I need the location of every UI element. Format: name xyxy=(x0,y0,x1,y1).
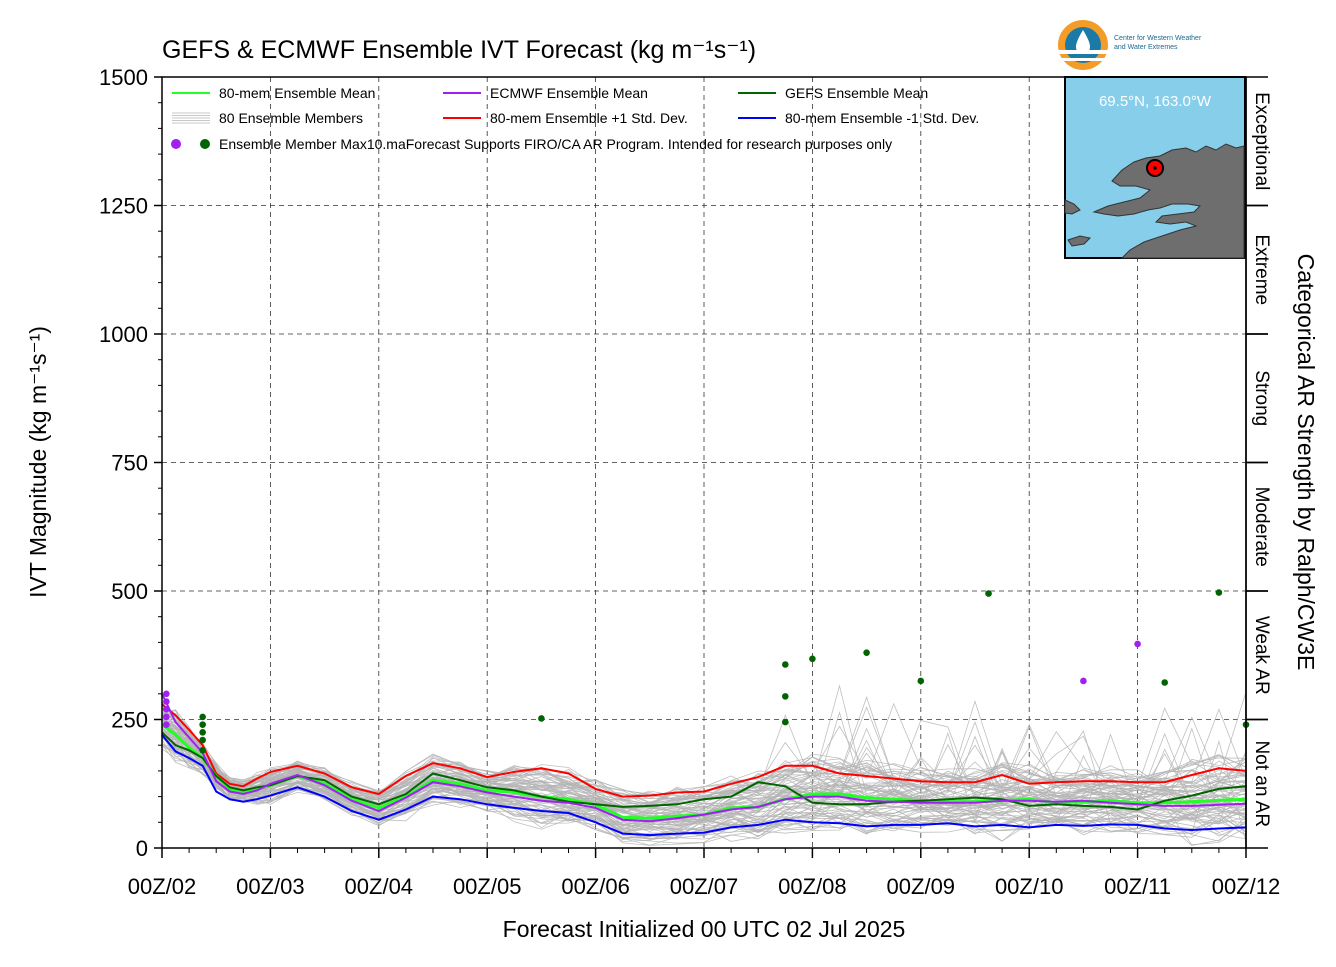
x-tick-label: 00Z/05 xyxy=(453,874,522,899)
member-max-marker xyxy=(163,690,170,698)
ensemble-member-line xyxy=(161,691,1247,811)
ensemble-member-line xyxy=(161,730,1247,846)
x-tick-label: 00Z/02 xyxy=(128,874,197,899)
legend-label: 80 Ensemble Members xyxy=(219,110,363,126)
member-max-marker xyxy=(163,698,170,705)
x-tick-label: 00Z/09 xyxy=(887,874,956,899)
member-max-marker xyxy=(538,715,545,722)
series-line xyxy=(161,731,1247,811)
member-max-marker xyxy=(782,693,789,700)
member-max-marker xyxy=(163,713,170,721)
member-max-marker xyxy=(199,713,206,721)
logo-text-line1: Center for Western Weather xyxy=(1114,35,1202,42)
member-max-markers xyxy=(163,589,1250,754)
member-max-marker xyxy=(863,649,870,656)
x-tick-label: 00Z/12 xyxy=(1212,874,1281,899)
x-tick-label: 00Z/10 xyxy=(995,874,1064,899)
legend-marker-ecmwf xyxy=(171,139,181,149)
member-max-marker xyxy=(1080,677,1087,685)
cw3e-logo: Center for Western Weather and Water Ext… xyxy=(1058,20,1202,70)
right-axis-label: Categorical AR Strength by Ralph/CW3E xyxy=(1293,254,1319,671)
legend-marker-label: Ensemble Member Max10.maForecast Support… xyxy=(219,136,892,152)
legend-label: 80-mem Ensemble Mean xyxy=(219,85,375,101)
member-max-marker xyxy=(199,736,206,744)
series-line xyxy=(161,703,1247,798)
member-max-marker xyxy=(782,718,789,726)
member-max-marker xyxy=(1161,679,1168,686)
ensemble-member-line xyxy=(161,701,1247,800)
y-axis: 0 250 500 750 1000 1250 1500 xyxy=(99,65,162,861)
y-axis-label: IVT Magnitude (kg m⁻¹s⁻¹) xyxy=(25,326,51,598)
y-tick-label: 1000 xyxy=(99,322,148,347)
ensemble-member-line xyxy=(161,734,1247,826)
legend-label: 80-mem Ensemble -1 Std. Dev. xyxy=(785,110,979,126)
member-max-marker xyxy=(809,655,816,663)
y-tick-label: 1250 xyxy=(99,194,148,219)
member-max-marker xyxy=(199,721,206,728)
inset-location-label: 69.5°N, 163.0°W xyxy=(1099,93,1212,110)
logo-wave-2 xyxy=(1060,58,1106,61)
series-line xyxy=(161,693,1247,823)
member-max-marker xyxy=(985,590,992,597)
legend-label: 80-mem Ensemble +1 Std. Dev. xyxy=(490,110,688,126)
member-max-marker xyxy=(1134,640,1141,648)
inset-map: 69.5°N, 163.0°W xyxy=(1064,76,1246,259)
member-max-marker xyxy=(782,661,789,668)
x-tick-label: 00Z/07 xyxy=(670,874,739,899)
series-lines xyxy=(161,693,1247,837)
series-line xyxy=(161,734,1247,837)
ensemble-member-line xyxy=(161,731,1247,831)
location-marker-center xyxy=(1153,166,1157,170)
category-label: Not an AR xyxy=(1251,740,1272,827)
legend: 80-mem Ensemble Mean ECMWF Ensemble Mean G… xyxy=(171,85,979,152)
member-max-marker xyxy=(1215,589,1223,596)
x-axis: 00Z/02 00Z/03 00Z/04 00Z/05 00Z/06 00Z/07 00Z/… xyxy=(128,848,1281,899)
chart-title: GEFS & ECMWF Ensemble IVT Forecast (kg m… xyxy=(162,36,756,64)
y-tick-label: 1500 xyxy=(99,65,148,90)
ar-category-axis: Not an AR Weak AR Moderate Strong Extreme Exc… xyxy=(1245,76,1272,849)
y-tick-label: 0 xyxy=(136,836,148,861)
y-tick-label: 250 xyxy=(111,708,148,733)
x-tick-label: 00Z/11 xyxy=(1104,874,1171,899)
category-label: Exceptional xyxy=(1251,92,1272,190)
category-label: Strong xyxy=(1251,370,1272,426)
category-label: Extreme xyxy=(1251,234,1272,305)
y-tick-label: 500 xyxy=(111,579,148,604)
member-max-marker xyxy=(163,705,170,713)
member-max-marker xyxy=(917,677,925,685)
member-max-marker xyxy=(199,747,206,754)
legend-label: ECMWF Ensemble Mean xyxy=(490,85,648,101)
x-tick-label: 00Z/04 xyxy=(345,874,414,899)
x-axis-label: Forecast Initialized 00 UTC 02 Jul 2025 xyxy=(503,916,906,942)
ensemble-member-line xyxy=(161,684,1247,821)
member-max-marker xyxy=(199,729,206,736)
inset-land-west xyxy=(1064,199,1092,247)
x-tick-label: 00Z/08 xyxy=(778,874,847,899)
legend-marker-gefs xyxy=(200,139,210,149)
logo-text-line2: and Water Extremes xyxy=(1114,44,1178,51)
inset-land xyxy=(1092,143,1245,259)
member-max-marker xyxy=(163,721,170,728)
grid xyxy=(162,77,1246,848)
x-tick-label: 00Z/03 xyxy=(236,874,305,899)
ensemble-member-line xyxy=(161,722,1247,814)
y-tick-label: 750 xyxy=(111,451,148,476)
water-drop-icon xyxy=(1076,30,1090,54)
category-label: Moderate xyxy=(1251,487,1272,567)
category-label: Weak AR xyxy=(1251,616,1272,695)
x-tick-label: 00Z/06 xyxy=(561,874,630,899)
legend-label: GEFS Ensemble Mean xyxy=(785,85,928,101)
